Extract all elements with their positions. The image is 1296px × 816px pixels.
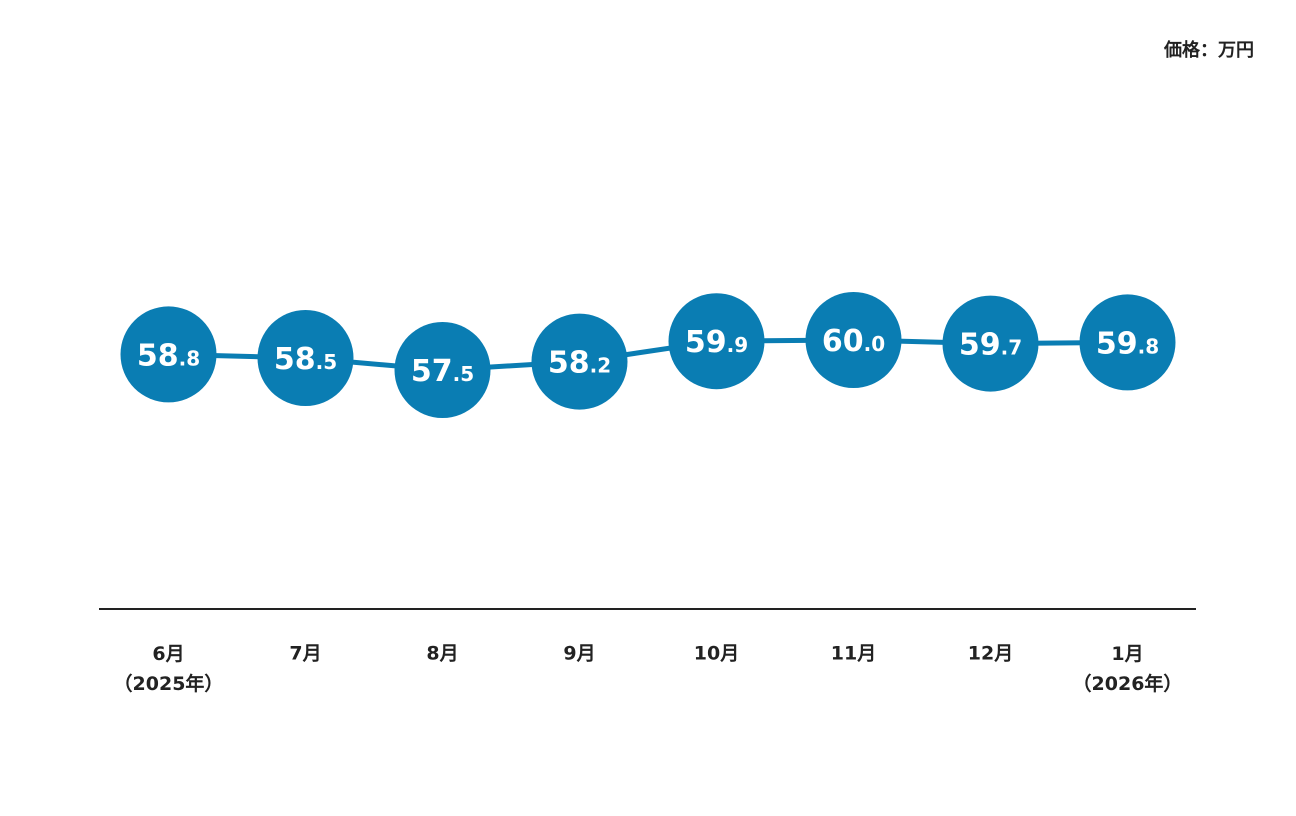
data-point <box>942 295 1039 392</box>
data-point <box>120 306 217 403</box>
x-tick-label: 1月（2026年） <box>1073 643 1183 695</box>
data-point <box>668 293 765 390</box>
value-label: 60.0 <box>822 324 885 359</box>
x-tick-label: 9月 <box>563 643 595 665</box>
value-label: 59.8 <box>1096 326 1159 361</box>
value-label: 57.5 <box>411 354 474 389</box>
x-tick-label: 8月 <box>426 643 458 665</box>
x-tick-label: 6月（2025年） <box>114 643 224 695</box>
value-label: 58.5 <box>274 342 337 377</box>
value-label: 59.9 <box>685 325 748 360</box>
data-point <box>805 292 902 388</box>
data-point <box>531 313 628 410</box>
x-tick-label: 7月 <box>289 643 321 665</box>
value-label: 58.8 <box>137 338 200 373</box>
unit-label: 価格：万円 <box>1163 39 1254 61</box>
x-tick-label: 12月 <box>968 643 1013 665</box>
x-tick-label: 11月 <box>831 643 876 665</box>
x-tick-label: 10月 <box>694 643 739 665</box>
value-label: 59.7 <box>959 327 1022 362</box>
value-label: 58.2 <box>548 345 611 380</box>
data-point <box>1079 294 1176 391</box>
data-point <box>257 310 354 406</box>
data-point <box>394 322 491 418</box>
